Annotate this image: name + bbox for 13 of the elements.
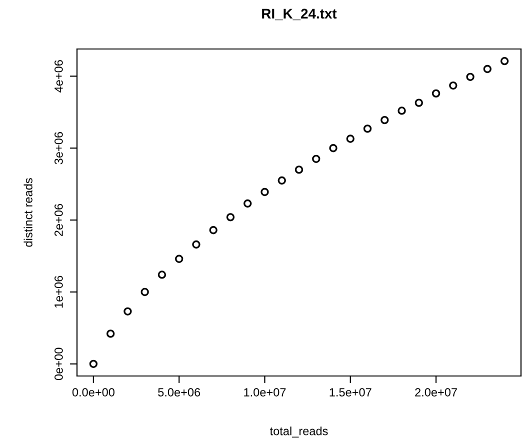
y-tick-label: 1e+06 xyxy=(54,276,63,308)
x-tick-label: 5.0e+06 xyxy=(158,388,200,396)
y-tick-label: 0e+00 xyxy=(54,348,63,380)
y-tick-label: 3e+06 xyxy=(54,132,63,164)
y-axis-title: distinct reads xyxy=(24,178,32,247)
x-tick-label: 1.5e+07 xyxy=(330,388,372,396)
chart-title: RI_K_24.txt xyxy=(262,8,337,20)
x-tick-label: 2.0e+07 xyxy=(415,388,457,396)
y-tick-label: 4e+06 xyxy=(54,60,63,92)
y-tick-label: 2e+06 xyxy=(54,204,63,236)
x-axis-title: total_reads xyxy=(270,426,328,438)
x-tick-label: 1.0e+07 xyxy=(244,388,286,396)
x-tick-label: 0.0e+00 xyxy=(72,388,114,396)
